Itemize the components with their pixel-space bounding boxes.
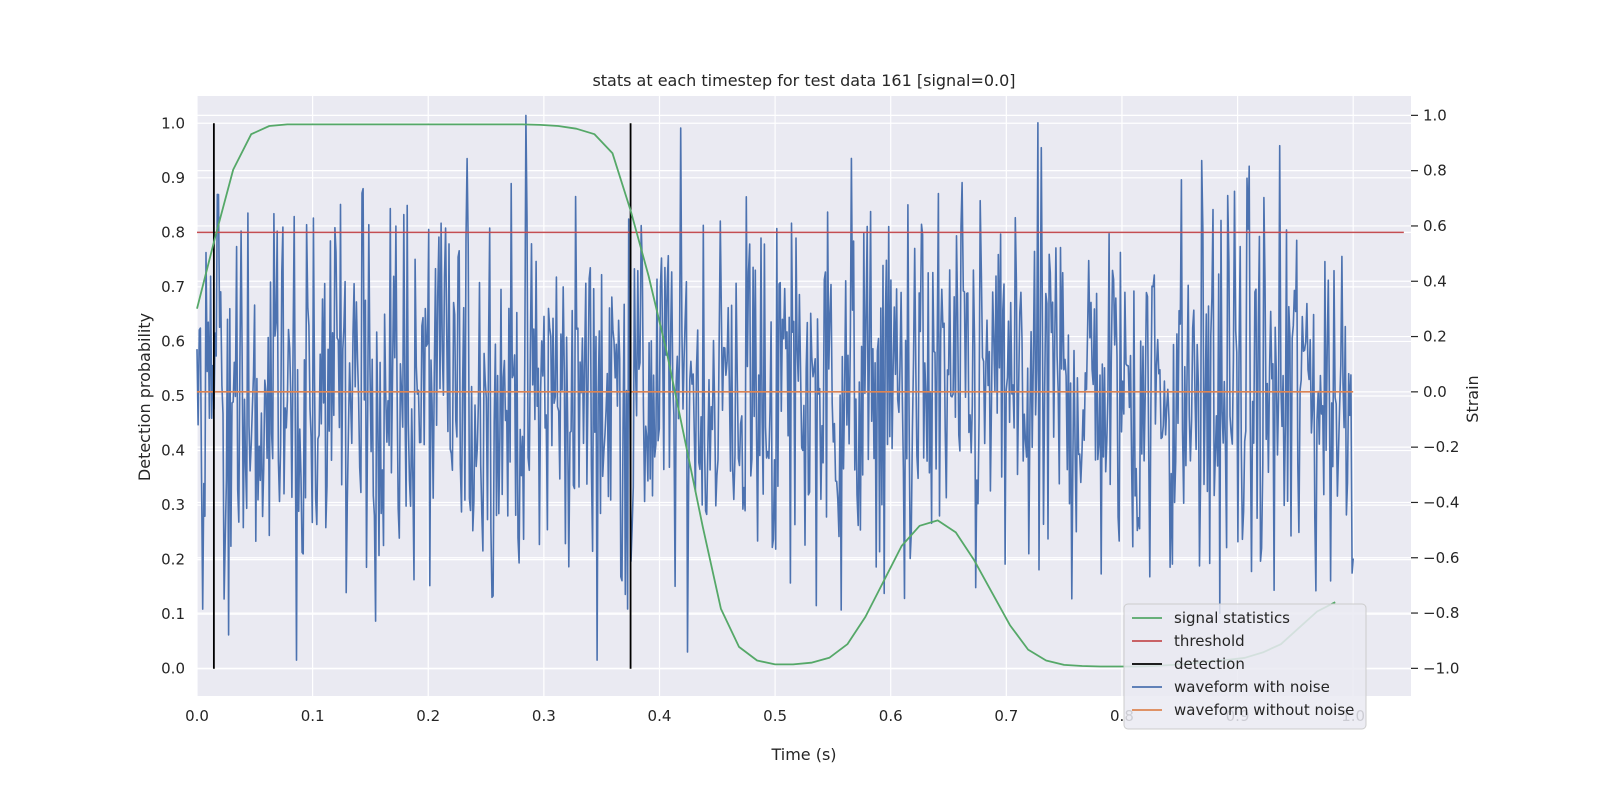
y-tick-label-left: 0.2 (161, 551, 185, 569)
y-tick-label-right: 0.2 (1423, 328, 1447, 346)
legend: signal statistics threshold detection wavef… (1123, 603, 1367, 730)
x-tick-label: 0.2 (416, 707, 440, 725)
x-tick-label: 0.3 (532, 707, 556, 725)
legend-box (1123, 603, 1367, 730)
y-tick-label-right: 1.0 (1423, 106, 1447, 124)
y-tick-label-left: 0.9 (161, 169, 185, 187)
y-tick-label-right: 0.8 (1423, 162, 1447, 180)
y-tick-label-right: −0.8 (1423, 604, 1459, 622)
y-tick-label-left: 0.1 (161, 605, 185, 623)
y-tick-label-right: 0.0 (1423, 383, 1447, 401)
legend-label-threshold: threshold (1174, 632, 1245, 650)
y-tick-label-right: −0.6 (1423, 549, 1459, 567)
y-tick-label-left: 0.3 (161, 496, 185, 514)
chart-title: stats at each timestep for test data 161… (592, 71, 1015, 90)
y-axis-label-left: Detection probability (135, 313, 154, 481)
series-layer (196, 114, 1404, 669)
y-tick-label-right: −0.2 (1423, 438, 1459, 456)
waveform-with-noise-line (196, 114, 1354, 661)
y-tick-label-left: 0.7 (161, 278, 185, 296)
y-tick-label-right: 0.6 (1423, 217, 1447, 235)
legend-label-waveform-without-noise: waveform without noise (1174, 701, 1354, 719)
x-tick-label: 0.7 (994, 707, 1018, 725)
y-tick-label-left: 1.0 (161, 114, 185, 132)
legend-label-signal-statistics: signal statistics (1174, 609, 1290, 627)
y-tick-label-left: 0.8 (161, 223, 185, 241)
x-tick-label: 0.5 (763, 707, 787, 725)
y-axis-label-right: Strain (1463, 375, 1482, 422)
x-axis-label: Time (s) (770, 745, 836, 764)
legend-label-waveform-with-noise: waveform with noise (1174, 678, 1330, 696)
x-tick-label: 0.6 (879, 707, 903, 725)
y-tick-label-left: 0.4 (161, 442, 185, 460)
y-tick-label-right: 0.4 (1423, 272, 1447, 290)
x-tick-label: 0.0 (185, 707, 209, 725)
y-tick-label-right: −1.0 (1423, 659, 1459, 677)
y-tick-label-left: 0.0 (161, 660, 185, 678)
y-tick-label-left: 0.5 (161, 387, 185, 405)
y-tick-label-left: 0.6 (161, 332, 185, 350)
x-tick-label: 0.1 (301, 707, 325, 725)
x-tick-label: 0.4 (648, 707, 672, 725)
legend-label-detection: detection (1174, 655, 1245, 673)
y-tick-label-right: −0.4 (1423, 493, 1459, 511)
